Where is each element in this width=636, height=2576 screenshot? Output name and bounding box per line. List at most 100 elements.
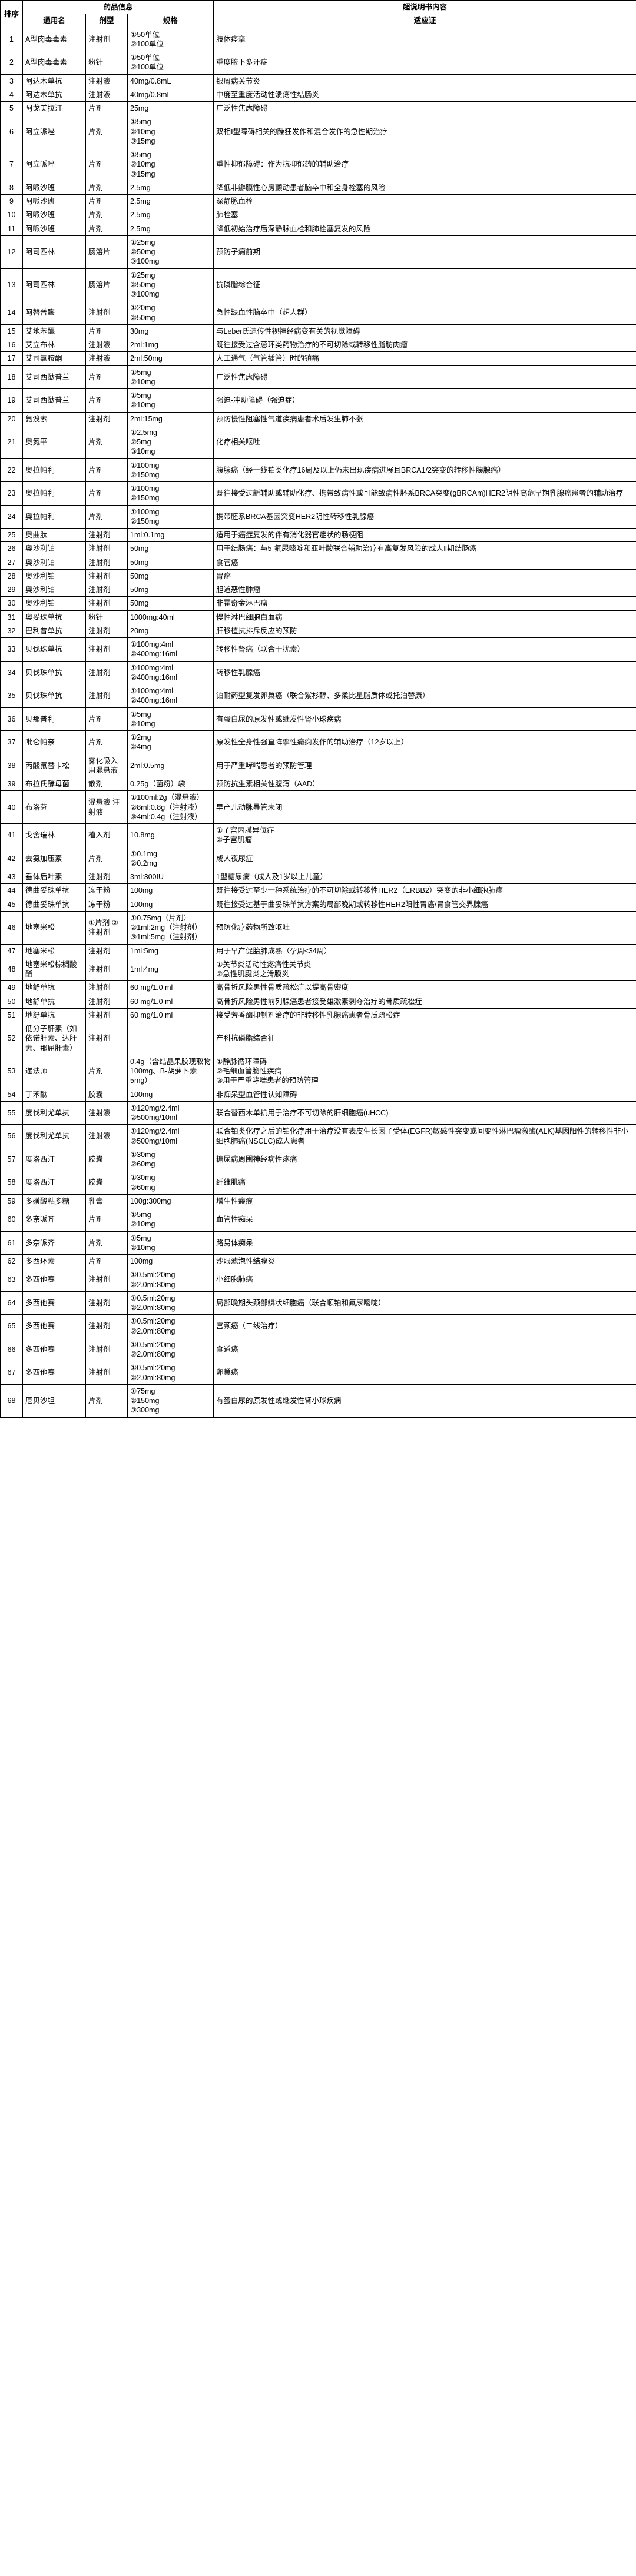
row-indication: 转移性乳腺癌 xyxy=(213,660,636,684)
row-indication: 广泛性焦虑障碍 xyxy=(213,101,636,116)
row-specification: ①5mg ②10mg xyxy=(127,1208,214,1232)
row-index: 68 xyxy=(0,1384,23,1418)
table-row: 37 吡仑帕奈 片剂 ①2mg ②4mg 原发性全身性强直阵挛性癫痫发作的辅助治疗（12… xyxy=(0,730,636,754)
row-indication: 中度至重度活动性溃疡性结肠炎 xyxy=(213,87,636,102)
row-specification: ①50单位 ②100单位 xyxy=(127,27,214,51)
table-row: 2 A型肉毒毒素 粉针 ①50单位 ②100单位 重度腋下多汗症 xyxy=(0,51,636,75)
row-dosage-form: 片剂 xyxy=(85,324,128,339)
row-dosage-form: 注射剂 xyxy=(85,869,128,885)
row-generic-name: 厄贝沙坦 xyxy=(22,1384,86,1418)
row-indication: 增生性瘢痕 xyxy=(213,1194,636,1209)
table-row: 67 多西他赛 注射剂 ①0.5ml:20mg ②2.0ml:80mg 卵巢癌 xyxy=(0,1361,636,1385)
row-dosage-form: 片剂 xyxy=(85,115,128,148)
row-dosage-form: 肠溶片 xyxy=(85,235,128,269)
row-indication: 强迫-冲动障碍（强迫症） xyxy=(213,388,636,413)
row-index: 36 xyxy=(0,707,23,731)
row-dosage-form: 注射液 xyxy=(85,87,128,102)
row-generic-name: 多西他赛 xyxy=(22,1268,86,1292)
row-generic-name: 奥氮平 xyxy=(22,425,86,459)
row-specification: ①5mg ②10mg xyxy=(127,707,214,731)
row-index: 1 xyxy=(0,27,23,51)
row-indication: 胆道恶性肿瘤 xyxy=(213,582,636,597)
row-dosage-form: 片剂 xyxy=(85,707,128,731)
row-dosage-form: 注射剂 xyxy=(85,301,128,325)
row-generic-name: 阿达木单抗 xyxy=(22,74,86,88)
row-generic-name: 阿替普酶 xyxy=(22,301,86,325)
row-index: 3 xyxy=(0,74,23,88)
row-dosage-form: 注射剂 xyxy=(85,660,128,684)
row-index: 33 xyxy=(0,637,23,662)
table-row: 33 贝伐珠单抗 注射剂 ①100mg:4ml ②400mg:16ml 转移性肾癌（联合… xyxy=(0,637,636,662)
row-dosage-form: 片剂 xyxy=(85,1054,128,1088)
row-index: 19 xyxy=(0,388,23,413)
row-specification: 60 mg/1.0 ml xyxy=(127,1008,214,1023)
table-row: 7 阿立哌唑 片剂 ①5mg ②10mg ③15mg 重性抑郁障碍：作为抗抑郁药的辅助治… xyxy=(0,148,636,181)
table-row: 63 多西他赛 注射剂 ①0.5ml:20mg ②2.0ml:80mg 小细胞肺癌 xyxy=(0,1268,636,1292)
row-indication: 胃癌 xyxy=(213,569,636,584)
table-row: 5 阿戈美拉汀 片剂 25mg 广泛性焦虑障碍 xyxy=(0,101,636,116)
row-generic-name: 奥沙利铂 xyxy=(22,582,86,597)
row-index: 53 xyxy=(0,1054,23,1088)
row-specification: 40mg/0.8mL xyxy=(127,74,214,88)
row-index: 61 xyxy=(0,1231,23,1255)
row-indication: 血管性痴呆 xyxy=(213,1208,636,1232)
row-generic-name: 地舒单抗 xyxy=(22,1008,86,1023)
row-specification: 2.5mg xyxy=(127,194,214,209)
table-row: 53 递法师 片剂 0.4g（含结晶果胶现取物100mg、B-胡萝卜素5mg） ①静脉循… xyxy=(0,1054,636,1088)
row-indication: 产科抗磷脂综合征 xyxy=(213,1022,636,1055)
row-specification: 30mg xyxy=(127,324,214,339)
row-index: 38 xyxy=(0,753,23,777)
row-indication: 沙眼滤泡性结膜炎 xyxy=(213,1254,636,1269)
table-row: 36 贝那普利 片剂 ①5mg ②10mg 有蛋白尿的原发性或继发性肾小球疾病 xyxy=(0,707,636,731)
row-dosage-form: 注射剂 xyxy=(85,637,128,662)
table-row: 12 阿司匹林 肠溶片 ①25mg ②50mg ③100mg 预防子痫前期 xyxy=(0,235,636,269)
row-indication: ①静脉循环障碍 ②毛细血管脆性疾病 ③用于严重哮喘患者的预防管理 xyxy=(213,1054,636,1088)
row-dosage-form: 注射剂 xyxy=(85,1361,128,1385)
row-dosage-form: 注射剂 xyxy=(85,684,128,708)
row-specification: 0.25g（菌粉）袋 xyxy=(127,776,214,792)
row-generic-name: 奥沙利铂 xyxy=(22,541,86,556)
row-index: 42 xyxy=(0,846,23,870)
row-dosage-form: 冻干粉 xyxy=(85,897,128,912)
row-dosage-form: 注射剂 xyxy=(85,541,128,556)
row-indication: 肝移植抗排斥反应的预防 xyxy=(213,623,636,639)
row-dosage-form: 注射剂 xyxy=(85,994,128,1009)
table-row: 22 奥拉帕利 片剂 ①100mg ②150mg 胰腺癌（经一线铂类化疗16周及以上仍未… xyxy=(0,458,636,482)
row-indication: 既往接受过基于曲妥珠单抗方案的局部晚期或转移性HER2阳性胃癌/胃食管交界腺癌 xyxy=(213,897,636,912)
row-dosage-form: 片剂 xyxy=(85,846,128,870)
row-specification: ①30mg ②60mg xyxy=(127,1147,214,1172)
row-specification: ①5mg ②10mg ③15mg xyxy=(127,148,214,181)
row-generic-name: 多西环素 xyxy=(22,1254,86,1269)
row-indication: 铂耐药型复发卵巢癌（联合紫杉醇、多柔比星脂质体或托泊替康） xyxy=(213,684,636,708)
row-specification: ①5mg ②10mg xyxy=(127,1231,214,1255)
row-dosage-form: 注射液 xyxy=(85,1101,128,1125)
row-indication: 既往接受过含蒽环类药物治疗的不可切除或转移性脂肪肉瘤 xyxy=(213,337,636,353)
table-row: 24 奥拉帕利 片剂 ①100mg ②150mg 携带胚系BRCA基因突变HER2阴性转… xyxy=(0,504,636,529)
row-indication: 路易体痴呆 xyxy=(213,1231,636,1255)
table-row: 39 布拉氏酵母菌 散剂 0.25g（菌粉）袋 预防抗生素相关性腹泻（AAD） xyxy=(0,776,636,792)
row-indication: 既往接受过新辅助或辅助化疗、携带致病性或可能致病性胚系BRCA突变(gBRCAm… xyxy=(213,481,636,506)
row-generic-name: 去氨加压素 xyxy=(22,846,86,870)
row-index: 46 xyxy=(0,910,23,945)
row-generic-name: 德曲妥珠单抗 xyxy=(22,883,86,898)
row-specification: 60 mg/1.0 ml xyxy=(127,980,214,995)
row-generic-name: 阿司匹林 xyxy=(22,235,86,269)
row-specification: 2ml:15mg xyxy=(127,411,214,426)
row-specification: ①0.5ml:20mg ②2.0ml:80mg xyxy=(127,1314,214,1338)
header-index: 排序 xyxy=(0,0,23,28)
table-row: 32 巴利昔单抗 注射剂 20mg 肝移植抗排斥反应的预防 xyxy=(0,623,636,639)
table-row: 17 艾司氯胺酮 注射液 2ml:50mg 人工通气（气管插管）时的镇痛 xyxy=(0,351,636,366)
row-indication: 1型糖尿病（成人及1岁以上儿童） xyxy=(213,869,636,885)
row-dosage-form: 注射液 xyxy=(85,351,128,366)
row-dosage-form: 片剂 xyxy=(85,388,128,413)
table-row: 30 奥沙利铂 注射剂 50mg 非霍奇金淋巴瘤 xyxy=(0,596,636,611)
table-row: 25 奥曲肽 注射剂 1ml:0.1mg 适用于癌症复发的伴有消化器官症状的肠梗阻 xyxy=(0,527,636,543)
row-index: 13 xyxy=(0,268,23,302)
row-specification: 2.5mg xyxy=(127,180,214,195)
table-row: 55 度伐利尤单抗 注射液 ①120mg/2.4ml ②500mg/10ml 联合替西木… xyxy=(0,1101,636,1125)
row-indication: 双相Ⅰ型障碍相关的躁狂发作和混合发作的急性期治疗 xyxy=(213,115,636,148)
row-generic-name: 巴利昔单抗 xyxy=(22,623,86,639)
row-index: 60 xyxy=(0,1208,23,1232)
row-index: 20 xyxy=(0,411,23,426)
row-dosage-form: 粉针 xyxy=(85,51,128,75)
